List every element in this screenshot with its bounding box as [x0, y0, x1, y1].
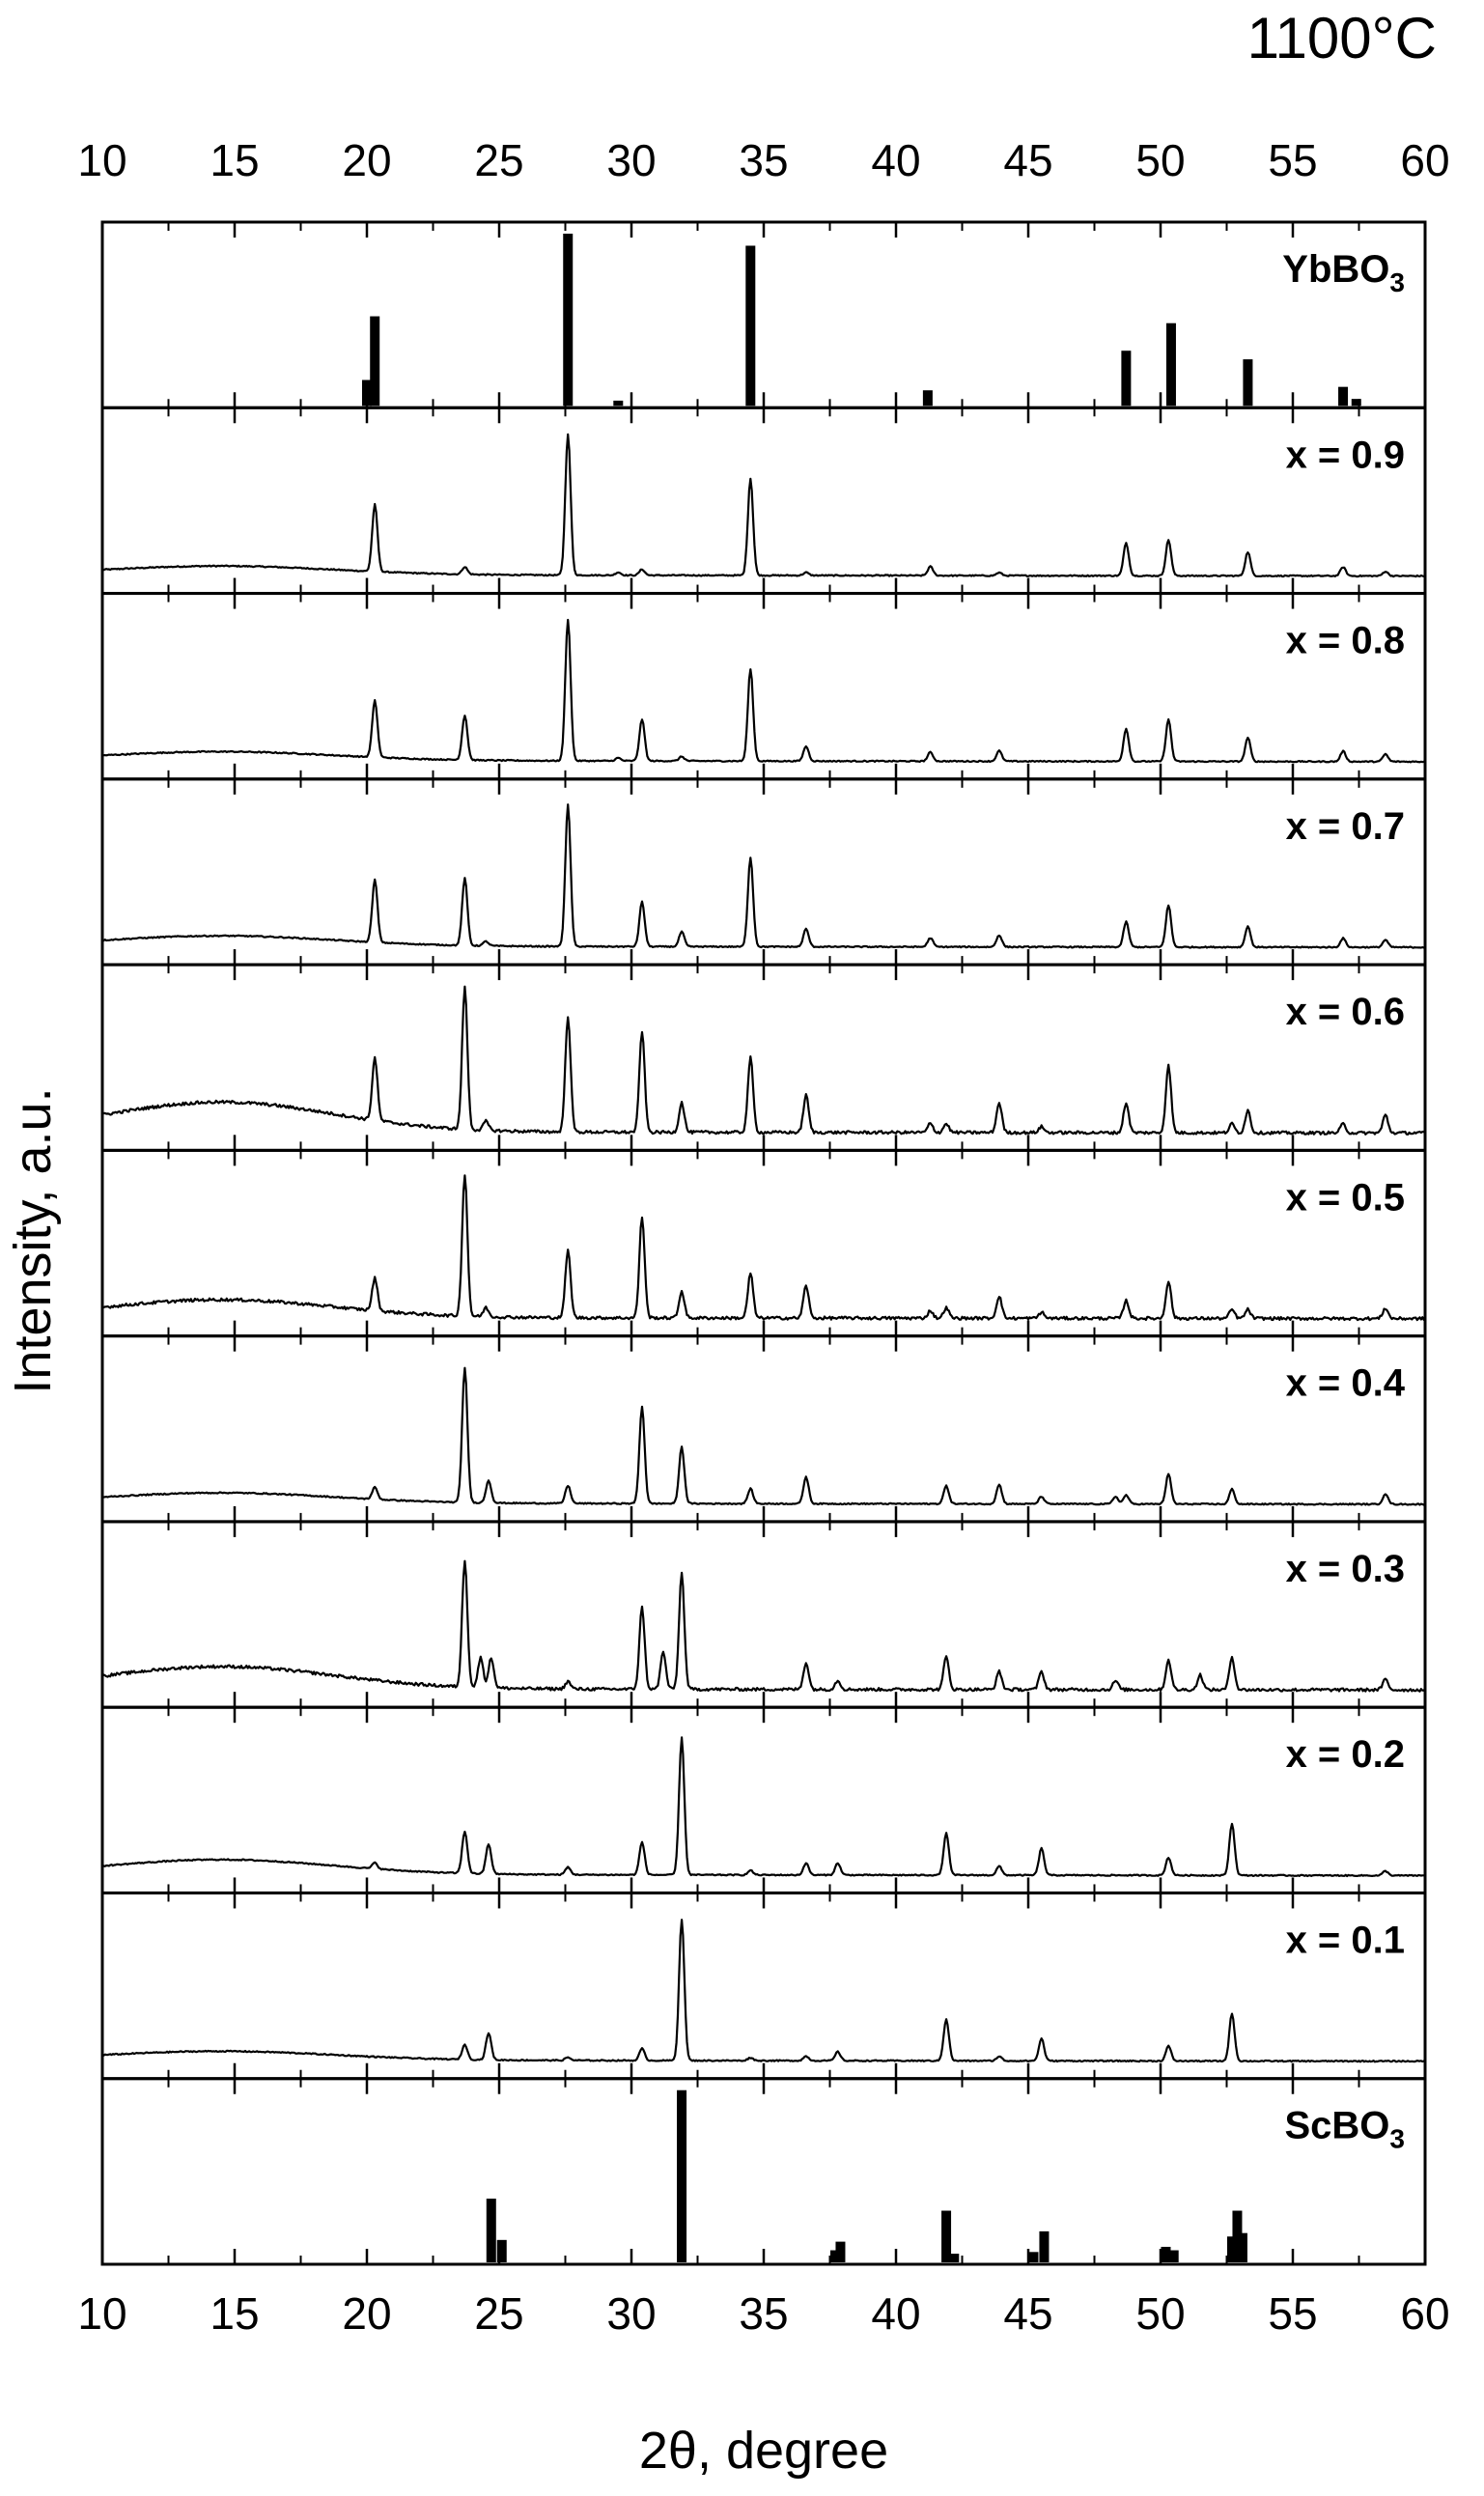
reference-stick: [486, 2199, 496, 2262]
bottom-tick-label: 45: [1003, 2288, 1052, 2339]
panel: ScBO3: [100, 2077, 1427, 2266]
top-tick-label: 40: [871, 135, 920, 185]
reference-stick: [1351, 399, 1361, 407]
panel-frame: [100, 220, 1427, 409]
reference-stick: [745, 245, 756, 407]
label-subscript: 3: [1389, 267, 1405, 297]
bottom-tick-label: 30: [606, 2288, 656, 2339]
panel-label: x = 0.1: [1286, 1919, 1405, 1961]
panel-frame: [100, 777, 1427, 967]
panel-label: ScBO3: [1284, 2105, 1405, 2154]
reference-stick: [835, 2241, 846, 2262]
reference-stick: [941, 2210, 952, 2262]
panel-label: x = 0.5: [1286, 1176, 1405, 1219]
diffraction-trace: [101, 1736, 1426, 1878]
x-axis-title: 2θ, degree: [639, 2422, 888, 2480]
diffraction-trace: [101, 618, 1426, 764]
panel: x = 0.5: [100, 1148, 1427, 1338]
reference-stick: [1232, 2210, 1243, 2262]
top-tick-labels: 10 15 20 25 30 35 40 45 50 55 60: [77, 135, 1449, 185]
panel: x = 0.3: [100, 1520, 1427, 1709]
reference-stick: [949, 2254, 960, 2262]
diffraction-trace: [101, 1919, 1426, 2063]
panel-frame: [100, 963, 1427, 1152]
panel-frame: [100, 1148, 1427, 1338]
diffraction-trace: [101, 803, 1426, 949]
panel-label: x = 0.3: [1286, 1548, 1405, 1590]
temperature-label: 1100°C: [1247, 6, 1437, 70]
panel-frame: [100, 2077, 1427, 2266]
panel: x = 0.8: [100, 592, 1427, 781]
reference-stick: [1121, 351, 1132, 407]
diffraction-trace: [101, 1366, 1426, 1506]
panel: x = 0.7: [100, 777, 1427, 967]
diffraction-trace: [101, 1559, 1426, 1693]
top-tick-label: 35: [739, 135, 788, 185]
bottom-tick-label: 40: [871, 2288, 920, 2339]
top-tick-label: 45: [1003, 135, 1052, 185]
panel-frame: [100, 592, 1427, 781]
reference-stick: [1039, 2230, 1050, 2262]
panel-stack: YbBO3 x = 0.9 x = 0.8 x = 0.7 x = 0.6 x = 0.5…: [100, 220, 1427, 2266]
bottom-tick-label: 25: [474, 2288, 523, 2339]
panel: x = 0.9: [100, 406, 1427, 596]
reference-stick: [370, 316, 380, 407]
reference-stick: [563, 234, 574, 407]
top-tick-label: 25: [474, 135, 523, 185]
reference-stick: [829, 2250, 840, 2262]
panel-label: x = 0.4: [1286, 1362, 1406, 1405]
bottom-tick-label: 15: [210, 2288, 259, 2339]
reference-stick: [1243, 359, 1253, 407]
top-tick-label: 55: [1268, 135, 1317, 185]
bottom-tick-label: 55: [1268, 2288, 1317, 2339]
reference-stick: [1161, 2246, 1171, 2262]
reference-stick: [1226, 2236, 1237, 2262]
y-axis-title: Intensity, a.u.: [4, 1087, 62, 1393]
reference-stick: [1168, 2250, 1179, 2262]
panel: YbBO3: [100, 220, 1427, 409]
bottom-tick-label: 10: [77, 2288, 126, 2339]
panel-frame: [100, 406, 1427, 596]
panel-frame: [100, 1334, 1427, 1524]
panel-label: x = 0.6: [1286, 991, 1405, 1033]
panel-label: x = 0.9: [1286, 434, 1405, 476]
reference-stick: [362, 379, 372, 407]
top-tick-label: 20: [342, 135, 391, 185]
panel-label: x = 0.7: [1286, 805, 1405, 848]
top-tick-label: 15: [210, 135, 259, 185]
reference-stick: [613, 400, 624, 407]
bottom-tick-label: 60: [1400, 2288, 1449, 2339]
panel: x = 0.6: [100, 963, 1427, 1152]
reference-stick: [922, 390, 933, 407]
top-tick-label: 50: [1135, 135, 1185, 185]
panel: x = 0.4: [100, 1334, 1427, 1524]
diffraction-trace: [101, 433, 1426, 578]
panel-label: YbBO3: [1282, 248, 1405, 297]
panel-label: x = 0.2: [1286, 1733, 1405, 1776]
top-tick-label: 60: [1400, 135, 1449, 185]
top-tick-label: 30: [606, 135, 656, 185]
reference-stick: [1338, 386, 1349, 407]
diffraction-trace: [101, 985, 1426, 1136]
panel: x = 0.2: [100, 1705, 1427, 1894]
bottom-tick-label: 35: [739, 2288, 788, 2339]
diffraction-trace: [101, 1174, 1426, 1322]
panel: x = 0.1: [100, 1891, 1427, 2081]
reference-stick: [496, 2239, 507, 2262]
label-subscript: 3: [1389, 2124, 1405, 2154]
bottom-tick-label: 20: [342, 2288, 391, 2339]
panel-label: x = 0.8: [1286, 620, 1405, 662]
bottom-tick-label: 50: [1135, 2288, 1185, 2339]
bottom-tick-labels: 10 15 20 25 30 35 40 45 50 55 60: [77, 2288, 1449, 2339]
top-tick-label: 10: [77, 135, 126, 185]
reference-stick: [677, 2089, 687, 2262]
reference-stick: [1028, 2252, 1039, 2262]
reference-stick: [1165, 323, 1176, 407]
reference-stick: [1237, 2232, 1247, 2262]
